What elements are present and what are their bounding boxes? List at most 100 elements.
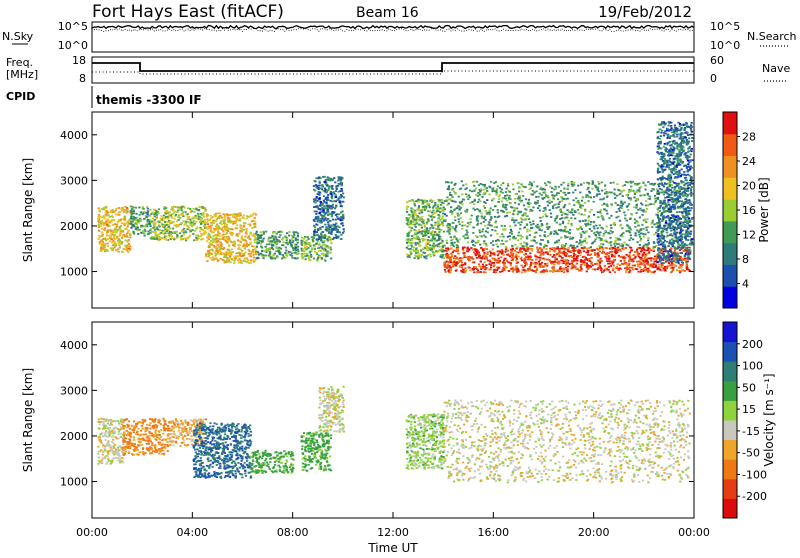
range-cell bbox=[129, 249, 131, 251]
range-cell bbox=[606, 204, 608, 206]
range-cell bbox=[591, 188, 593, 190]
range-cell bbox=[330, 258, 332, 260]
range-cell bbox=[188, 227, 190, 229]
range-cell bbox=[628, 227, 630, 229]
range-cell bbox=[410, 252, 412, 254]
range-cell bbox=[575, 267, 577, 269]
range-cell bbox=[458, 196, 460, 198]
range-cell bbox=[195, 228, 197, 230]
range-cell bbox=[163, 217, 165, 219]
range-cell bbox=[246, 218, 248, 220]
range-cell bbox=[281, 244, 283, 246]
range-cell bbox=[204, 230, 206, 232]
range-cell bbox=[109, 220, 111, 222]
range-cell bbox=[434, 222, 436, 224]
range-cell bbox=[480, 223, 482, 225]
range-cell bbox=[454, 236, 456, 238]
range-cell bbox=[224, 255, 226, 257]
range-cell bbox=[437, 204, 439, 206]
range-cell bbox=[577, 200, 579, 202]
range-cell bbox=[206, 228, 208, 230]
range-cell bbox=[613, 224, 615, 226]
range-cell bbox=[129, 233, 131, 235]
range-cell bbox=[209, 226, 211, 228]
range-cell bbox=[322, 186, 324, 188]
range-cell bbox=[248, 253, 250, 255]
range-cell bbox=[101, 220, 103, 222]
range-cell bbox=[522, 215, 524, 217]
range-cell bbox=[254, 248, 256, 250]
range-cell bbox=[517, 239, 519, 241]
range-cell bbox=[261, 250, 263, 252]
range-cell bbox=[161, 238, 163, 240]
range-cell bbox=[337, 218, 339, 220]
range-cell bbox=[518, 187, 520, 189]
range-cell bbox=[115, 208, 117, 210]
range-cell bbox=[429, 227, 431, 229]
range-cell bbox=[468, 260, 470, 262]
range-cell bbox=[554, 220, 556, 222]
range-cell bbox=[274, 236, 276, 238]
range-cell bbox=[642, 255, 644, 257]
range-cell bbox=[601, 182, 603, 184]
range-cell bbox=[443, 231, 445, 233]
range-cell bbox=[427, 248, 429, 250]
range-cell bbox=[255, 214, 257, 216]
range-cell bbox=[523, 242, 525, 244]
range-cell bbox=[126, 207, 128, 209]
range-cell bbox=[543, 252, 545, 254]
range-cell bbox=[323, 249, 325, 251]
range-cell bbox=[520, 258, 522, 260]
range-cell bbox=[548, 200, 550, 202]
range-cell bbox=[515, 193, 517, 195]
range-cell bbox=[193, 220, 195, 222]
range-cell bbox=[630, 234, 632, 236]
range-cell bbox=[289, 240, 291, 242]
range-cell bbox=[252, 254, 254, 256]
range-cell bbox=[341, 195, 343, 197]
range-cell bbox=[117, 240, 119, 242]
range-cell bbox=[584, 256, 586, 258]
range-cell bbox=[455, 270, 457, 272]
range-cell bbox=[581, 268, 583, 270]
range-cell bbox=[130, 223, 132, 225]
range-cell bbox=[125, 249, 127, 251]
range-cell bbox=[140, 211, 142, 213]
range-cell bbox=[103, 224, 105, 226]
range-cell bbox=[318, 212, 320, 214]
range-cell bbox=[241, 250, 243, 252]
range-cell bbox=[638, 191, 640, 193]
range-cell bbox=[322, 217, 324, 219]
range-cell bbox=[458, 209, 460, 211]
range-cell bbox=[472, 208, 474, 210]
range-cell bbox=[168, 224, 170, 226]
range-cell bbox=[238, 212, 240, 214]
range-cell bbox=[443, 257, 445, 259]
range-cell bbox=[505, 198, 507, 200]
range-cell bbox=[464, 224, 466, 226]
range-cell bbox=[502, 197, 504, 199]
range-cell bbox=[484, 184, 486, 186]
range-cell bbox=[219, 238, 221, 240]
range-cell bbox=[547, 259, 549, 261]
range-cell bbox=[315, 243, 317, 245]
range-cell bbox=[481, 257, 483, 259]
range-cell bbox=[464, 271, 466, 273]
range-cell bbox=[416, 236, 418, 238]
range-cell bbox=[637, 264, 639, 266]
range-cell bbox=[490, 252, 492, 254]
range-cell bbox=[126, 229, 128, 231]
range-cell bbox=[329, 178, 331, 180]
range-cell bbox=[413, 237, 415, 239]
range-cell bbox=[586, 258, 588, 260]
range-cell bbox=[442, 254, 444, 256]
range-cell bbox=[153, 213, 155, 215]
range-cell bbox=[271, 236, 273, 238]
range-cell bbox=[254, 221, 256, 223]
range-cell bbox=[493, 271, 495, 273]
range-cell bbox=[199, 206, 201, 208]
range-cell bbox=[560, 184, 562, 186]
range-cell bbox=[291, 238, 293, 240]
range-cell bbox=[109, 240, 111, 242]
range-cell bbox=[443, 262, 445, 264]
